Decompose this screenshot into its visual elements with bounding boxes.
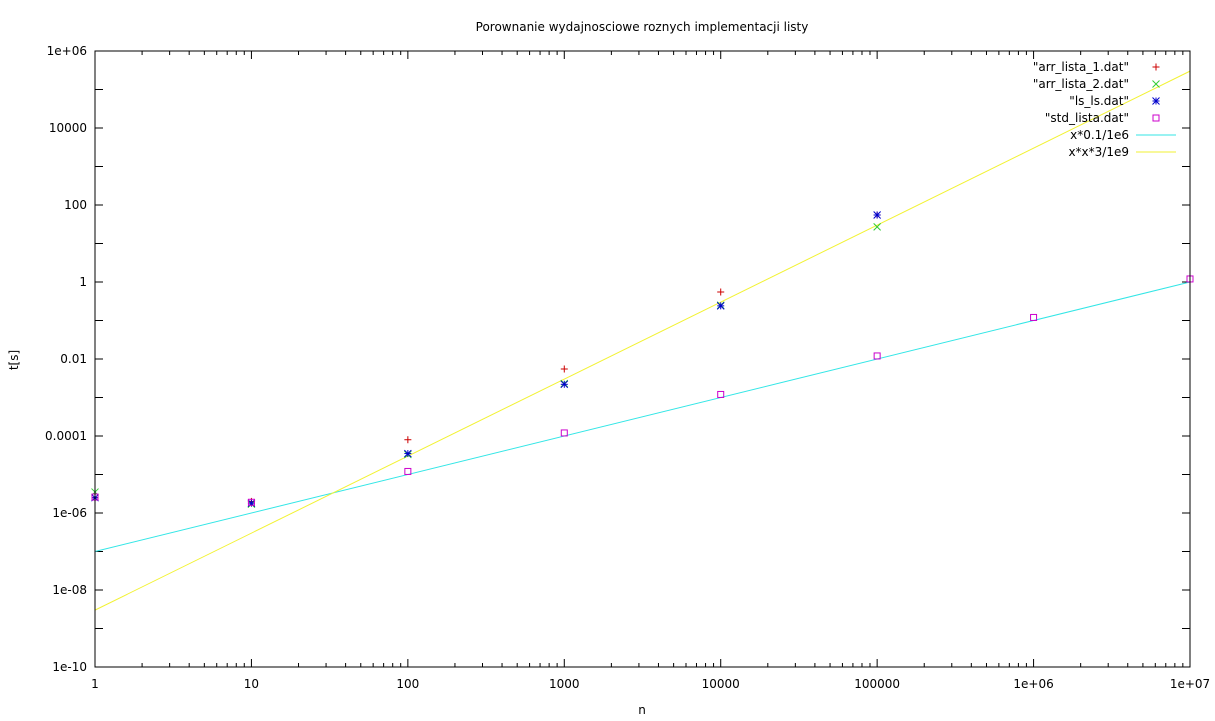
data-point-star xyxy=(873,211,881,219)
plot-frame xyxy=(94,50,1191,668)
x-axis-label: n xyxy=(638,703,646,717)
data-point-star xyxy=(560,380,569,389)
legend-label: x*0.1/1e6 xyxy=(1070,128,1129,142)
legend-marker xyxy=(1152,97,1160,105)
data-point-star xyxy=(716,302,725,310)
legend-label: "std_lista.dat" xyxy=(1045,111,1129,125)
y-tick-label: 1 xyxy=(79,275,87,289)
x-tick-label: 10000 xyxy=(702,677,740,691)
legend-label: "arr_lista_2.dat" xyxy=(1033,77,1129,91)
data-point-plus xyxy=(717,288,725,296)
legend-marker xyxy=(1152,63,1160,71)
y-tick-label: 1e-08 xyxy=(52,583,87,597)
data-point-square xyxy=(1030,313,1038,321)
y-tick-label: 0.0001 xyxy=(45,429,87,443)
y-axis-label: t[s] xyxy=(7,350,21,370)
legend-label: "arr_lista_1.dat" xyxy=(1033,60,1129,74)
x-tick-label: 1 xyxy=(91,677,99,691)
data-point-square xyxy=(247,498,255,506)
legend-label: "ls_ls.dat" xyxy=(1069,94,1129,108)
y-tick-label: 10000 xyxy=(49,121,87,135)
data-point-square xyxy=(404,467,412,475)
x-tick-label: 100000 xyxy=(854,677,900,691)
data-point-plus xyxy=(404,436,412,444)
data-point-square xyxy=(717,390,725,398)
chart-title: Porownanie wydajnosciowe roznych impleme… xyxy=(476,20,809,34)
x-tick-label: 10 xyxy=(244,677,259,691)
y-tick-label: 1e+06 xyxy=(47,44,87,58)
data-point-plus xyxy=(560,365,568,373)
x-tick-label: 100 xyxy=(396,677,419,691)
function-line xyxy=(94,281,1191,552)
y-tick-label: 1e-10 xyxy=(52,660,87,674)
function-line xyxy=(94,70,1191,611)
y-tick-label: 100 xyxy=(64,198,87,212)
y-tick-label: 0.01 xyxy=(60,352,87,366)
legend: "arr_lista_1.dat" "arr_lista_2.dat" "ls_ls… xyxy=(1033,60,1176,159)
legend-marker xyxy=(1152,114,1160,122)
x-tick-label: 1e+07 xyxy=(1170,677,1210,691)
legend-label: x*x*3/1e9 xyxy=(1068,145,1129,159)
x-tick-label: 1e+06 xyxy=(1013,677,1053,691)
data-point-square xyxy=(560,429,568,437)
x-tick-label: 1000 xyxy=(549,677,580,691)
data-point-star xyxy=(404,449,412,458)
data-point-square xyxy=(873,352,881,360)
y-tick-label: 1e-06 xyxy=(52,506,87,520)
legend-marker xyxy=(1152,80,1160,88)
function-lines xyxy=(94,70,1191,611)
data-point-cross xyxy=(873,223,881,231)
